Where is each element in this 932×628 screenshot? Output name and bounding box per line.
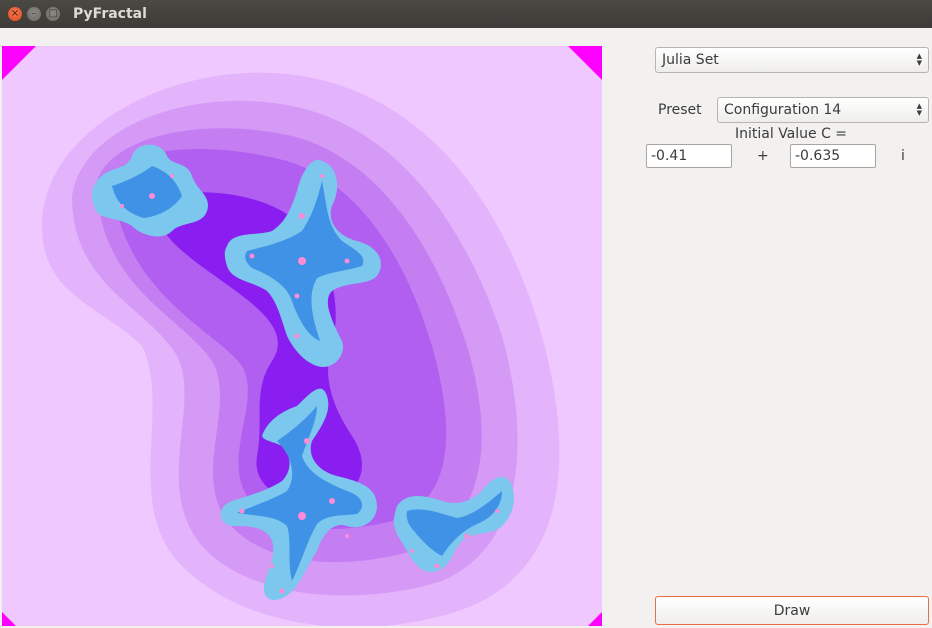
close-window-button[interactable]: × — [8, 7, 22, 21]
fractal-canvas[interactable] — [2, 46, 602, 626]
initial-value-label: Initial Value C = — [735, 126, 848, 142]
close-icon: × — [10, 8, 20, 19]
maximize-window-button[interactable]: □ — [46, 7, 60, 21]
imaginary-unit: i — [901, 148, 905, 164]
draw-button[interactable]: Draw — [655, 596, 929, 625]
minimize-window-button[interactable]: – — [27, 7, 41, 21]
window-title: PyFractal — [73, 6, 147, 22]
preset-value: Configuration 14 — [724, 102, 842, 118]
minimize-icon: – — [31, 8, 37, 19]
fractal-image — [2, 46, 602, 626]
up-down-arrows-icon: ▲ ▼ — [916, 52, 922, 67]
fractal-type-select[interactable]: Julia Set ▲ ▼ — [655, 47, 929, 73]
fractal-type-value: Julia Set — [662, 52, 719, 68]
preset-select[interactable]: Configuration 14 ▲ ▼ — [717, 97, 929, 123]
imaginary-part-input[interactable] — [790, 144, 876, 168]
plus-sign: + — [757, 148, 769, 164]
up-down-arrows-icon: ▲ ▼ — [916, 102, 922, 117]
real-part-input[interactable] — [646, 144, 732, 168]
title-bar: × – □ PyFractal — [0, 0, 932, 28]
maximize-icon: □ — [48, 8, 58, 19]
preset-label: Preset — [658, 102, 702, 118]
